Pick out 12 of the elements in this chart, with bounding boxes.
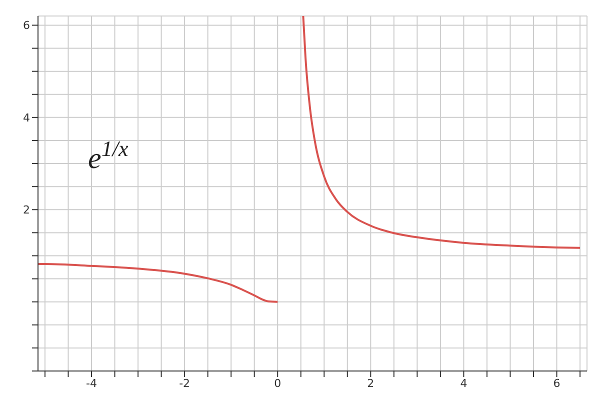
- line-series: [38, 263, 279, 303]
- x-tick-label: 4: [460, 376, 468, 390]
- x-tick-label: 2: [367, 376, 374, 390]
- line-series: [302, 16, 582, 249]
- x-tick-label: 6: [553, 376, 560, 390]
- annotation: e$^{1/x}$: [88, 136, 128, 175]
- y-tick-label: 2: [23, 204, 30, 217]
- x-tick-label: -4: [86, 376, 97, 390]
- y-tick-label: 6: [23, 19, 30, 32]
- y-tick-label: 4: [23, 111, 30, 124]
- x-tick-label: -2: [179, 376, 190, 390]
- x-tick-label: 0: [274, 376, 282, 390]
